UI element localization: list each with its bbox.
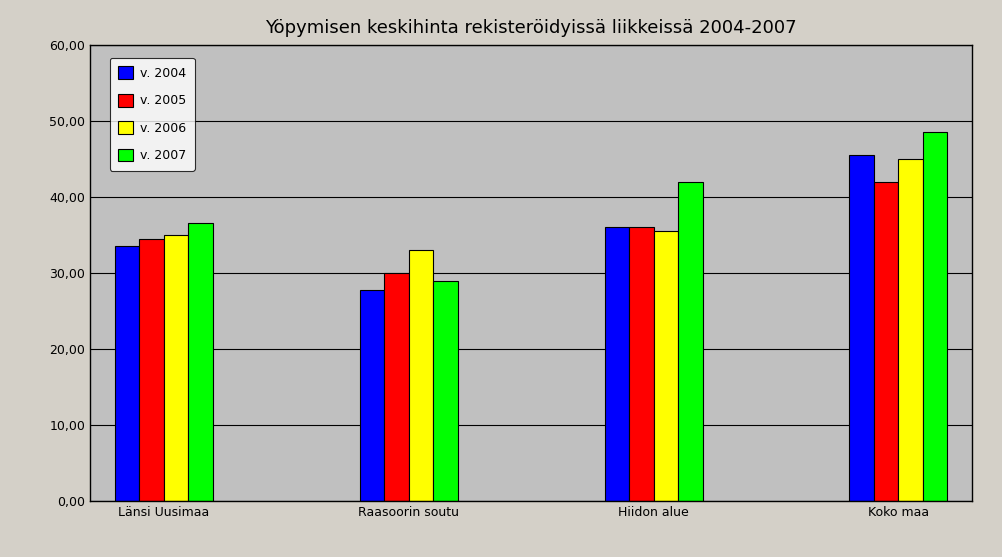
- Bar: [604, 227, 629, 501]
- Bar: [409, 250, 433, 501]
- Bar: [188, 223, 212, 501]
- Bar: [653, 231, 678, 501]
- Bar: [433, 281, 458, 501]
- Legend: v. 2004, v. 2005, v. 2006, v. 2007: v. 2004, v. 2005, v. 2006, v. 2007: [109, 58, 194, 171]
- Bar: [874, 182, 899, 501]
- Bar: [678, 182, 702, 501]
- Bar: [899, 159, 923, 501]
- Bar: [114, 246, 139, 501]
- Bar: [139, 238, 163, 501]
- Bar: [850, 155, 874, 501]
- Bar: [923, 132, 948, 501]
- Bar: [360, 290, 384, 501]
- Title: Yöpymisen keskihinta rekisteröidyissä liikkeissä 2004-2007: Yöpymisen keskihinta rekisteröidyissä li…: [266, 19, 797, 37]
- Bar: [384, 273, 409, 501]
- Bar: [629, 227, 653, 501]
- Bar: [163, 235, 188, 501]
